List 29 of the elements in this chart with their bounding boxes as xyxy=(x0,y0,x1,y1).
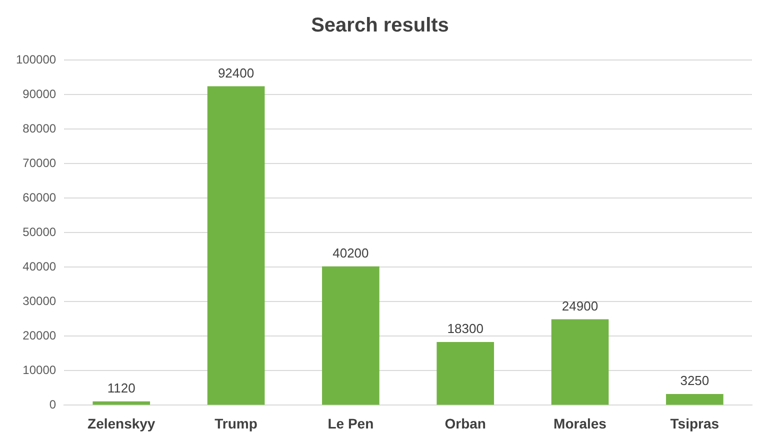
x-tick-label: Tsipras xyxy=(670,415,720,432)
y-tick-label: 90000 xyxy=(22,86,56,101)
y-tick-label: 10000 xyxy=(22,362,56,377)
data-label: 40200 xyxy=(332,246,369,261)
data-label: 1120 xyxy=(107,380,136,396)
x-tick-label: Le Pen xyxy=(328,415,374,432)
bar xyxy=(666,394,724,405)
bar xyxy=(436,342,494,405)
y-tick-label: 40000 xyxy=(22,259,56,274)
chart-title: Search results xyxy=(311,14,449,37)
bar xyxy=(322,266,380,405)
data-label: 18300 xyxy=(447,321,484,336)
x-tick-label: Morales xyxy=(554,415,607,432)
y-tick-label: 100000 xyxy=(16,52,56,66)
y-tick-label: 80000 xyxy=(22,121,56,136)
bar xyxy=(207,86,265,405)
x-tick-label: Trump xyxy=(214,415,258,432)
data-label: 92400 xyxy=(218,65,254,80)
y-tick-label: 70000 xyxy=(22,156,56,170)
x-tick-label: Orban xyxy=(444,415,486,432)
bar xyxy=(551,319,609,405)
y-tick-label: 0 xyxy=(49,398,56,412)
y-tick-label: 60000 xyxy=(22,190,56,204)
data-label: 24900 xyxy=(562,298,598,314)
y-tick-label: 30000 xyxy=(22,294,56,308)
x-tick-label: Zelenskyy xyxy=(88,415,156,432)
y-tick-label: 20000 xyxy=(22,328,56,342)
y-tick-label: 50000 xyxy=(22,224,56,239)
data-label: 3250 xyxy=(680,373,710,388)
